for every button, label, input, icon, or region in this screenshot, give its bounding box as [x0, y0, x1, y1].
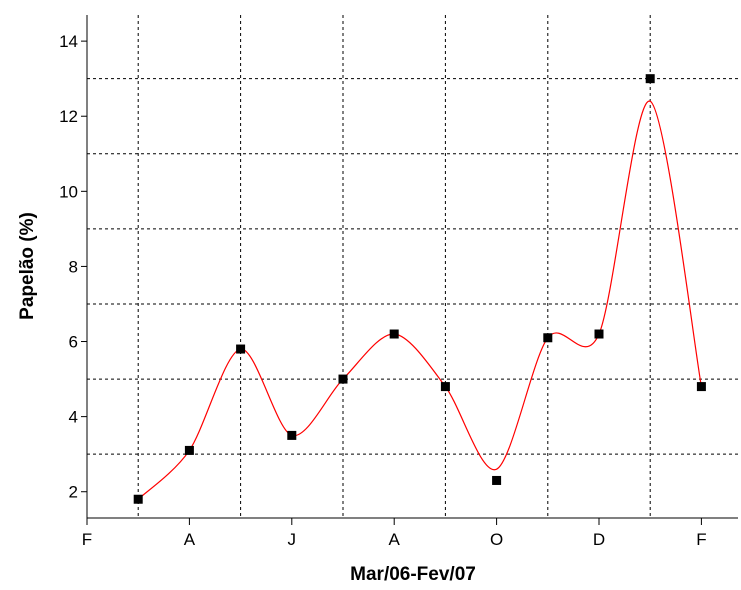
data-point-marker [389, 329, 399, 339]
data-point-marker [492, 475, 502, 485]
y-tick-label: 14 [59, 32, 78, 51]
grid-lines [87, 15, 738, 518]
data-point-marker [184, 445, 194, 455]
y-tick-label: 12 [59, 107, 78, 126]
axes [86, 15, 738, 519]
y-axis-title: Papelão (%) [17, 212, 38, 320]
data-point-marker [440, 382, 450, 392]
y-tick-label: 4 [69, 408, 78, 427]
series-markers [133, 74, 706, 504]
y-tick-label: 2 [69, 483, 78, 502]
x-tick-label: A [184, 530, 196, 549]
data-point-marker [543, 333, 553, 343]
data-point-marker [645, 74, 655, 84]
data-point-marker [338, 374, 348, 384]
series-line [137, 100, 702, 500]
y-tick-label: 8 [69, 257, 78, 276]
red-line-series [137, 100, 702, 500]
x-tick-label: J [288, 530, 297, 549]
data-point-marker [594, 329, 604, 339]
data-point-marker [236, 344, 246, 354]
x-axis-title: Mar/06-Fev/07 [350, 564, 476, 585]
x-tick-label: F [82, 530, 92, 549]
x-tick-label: D [593, 530, 605, 549]
data-point-marker [696, 382, 706, 392]
y-tick-labels: 2 4 6 8 10 12 14 [59, 32, 87, 502]
y-tick-label: 6 [69, 333, 78, 352]
data-point-marker [287, 430, 297, 440]
x-tick-label: A [389, 530, 401, 549]
y-tick-label: 10 [59, 182, 78, 201]
data-point-marker [133, 494, 143, 504]
x-tick-label: O [490, 530, 503, 549]
x-tick-label: F [696, 530, 706, 549]
